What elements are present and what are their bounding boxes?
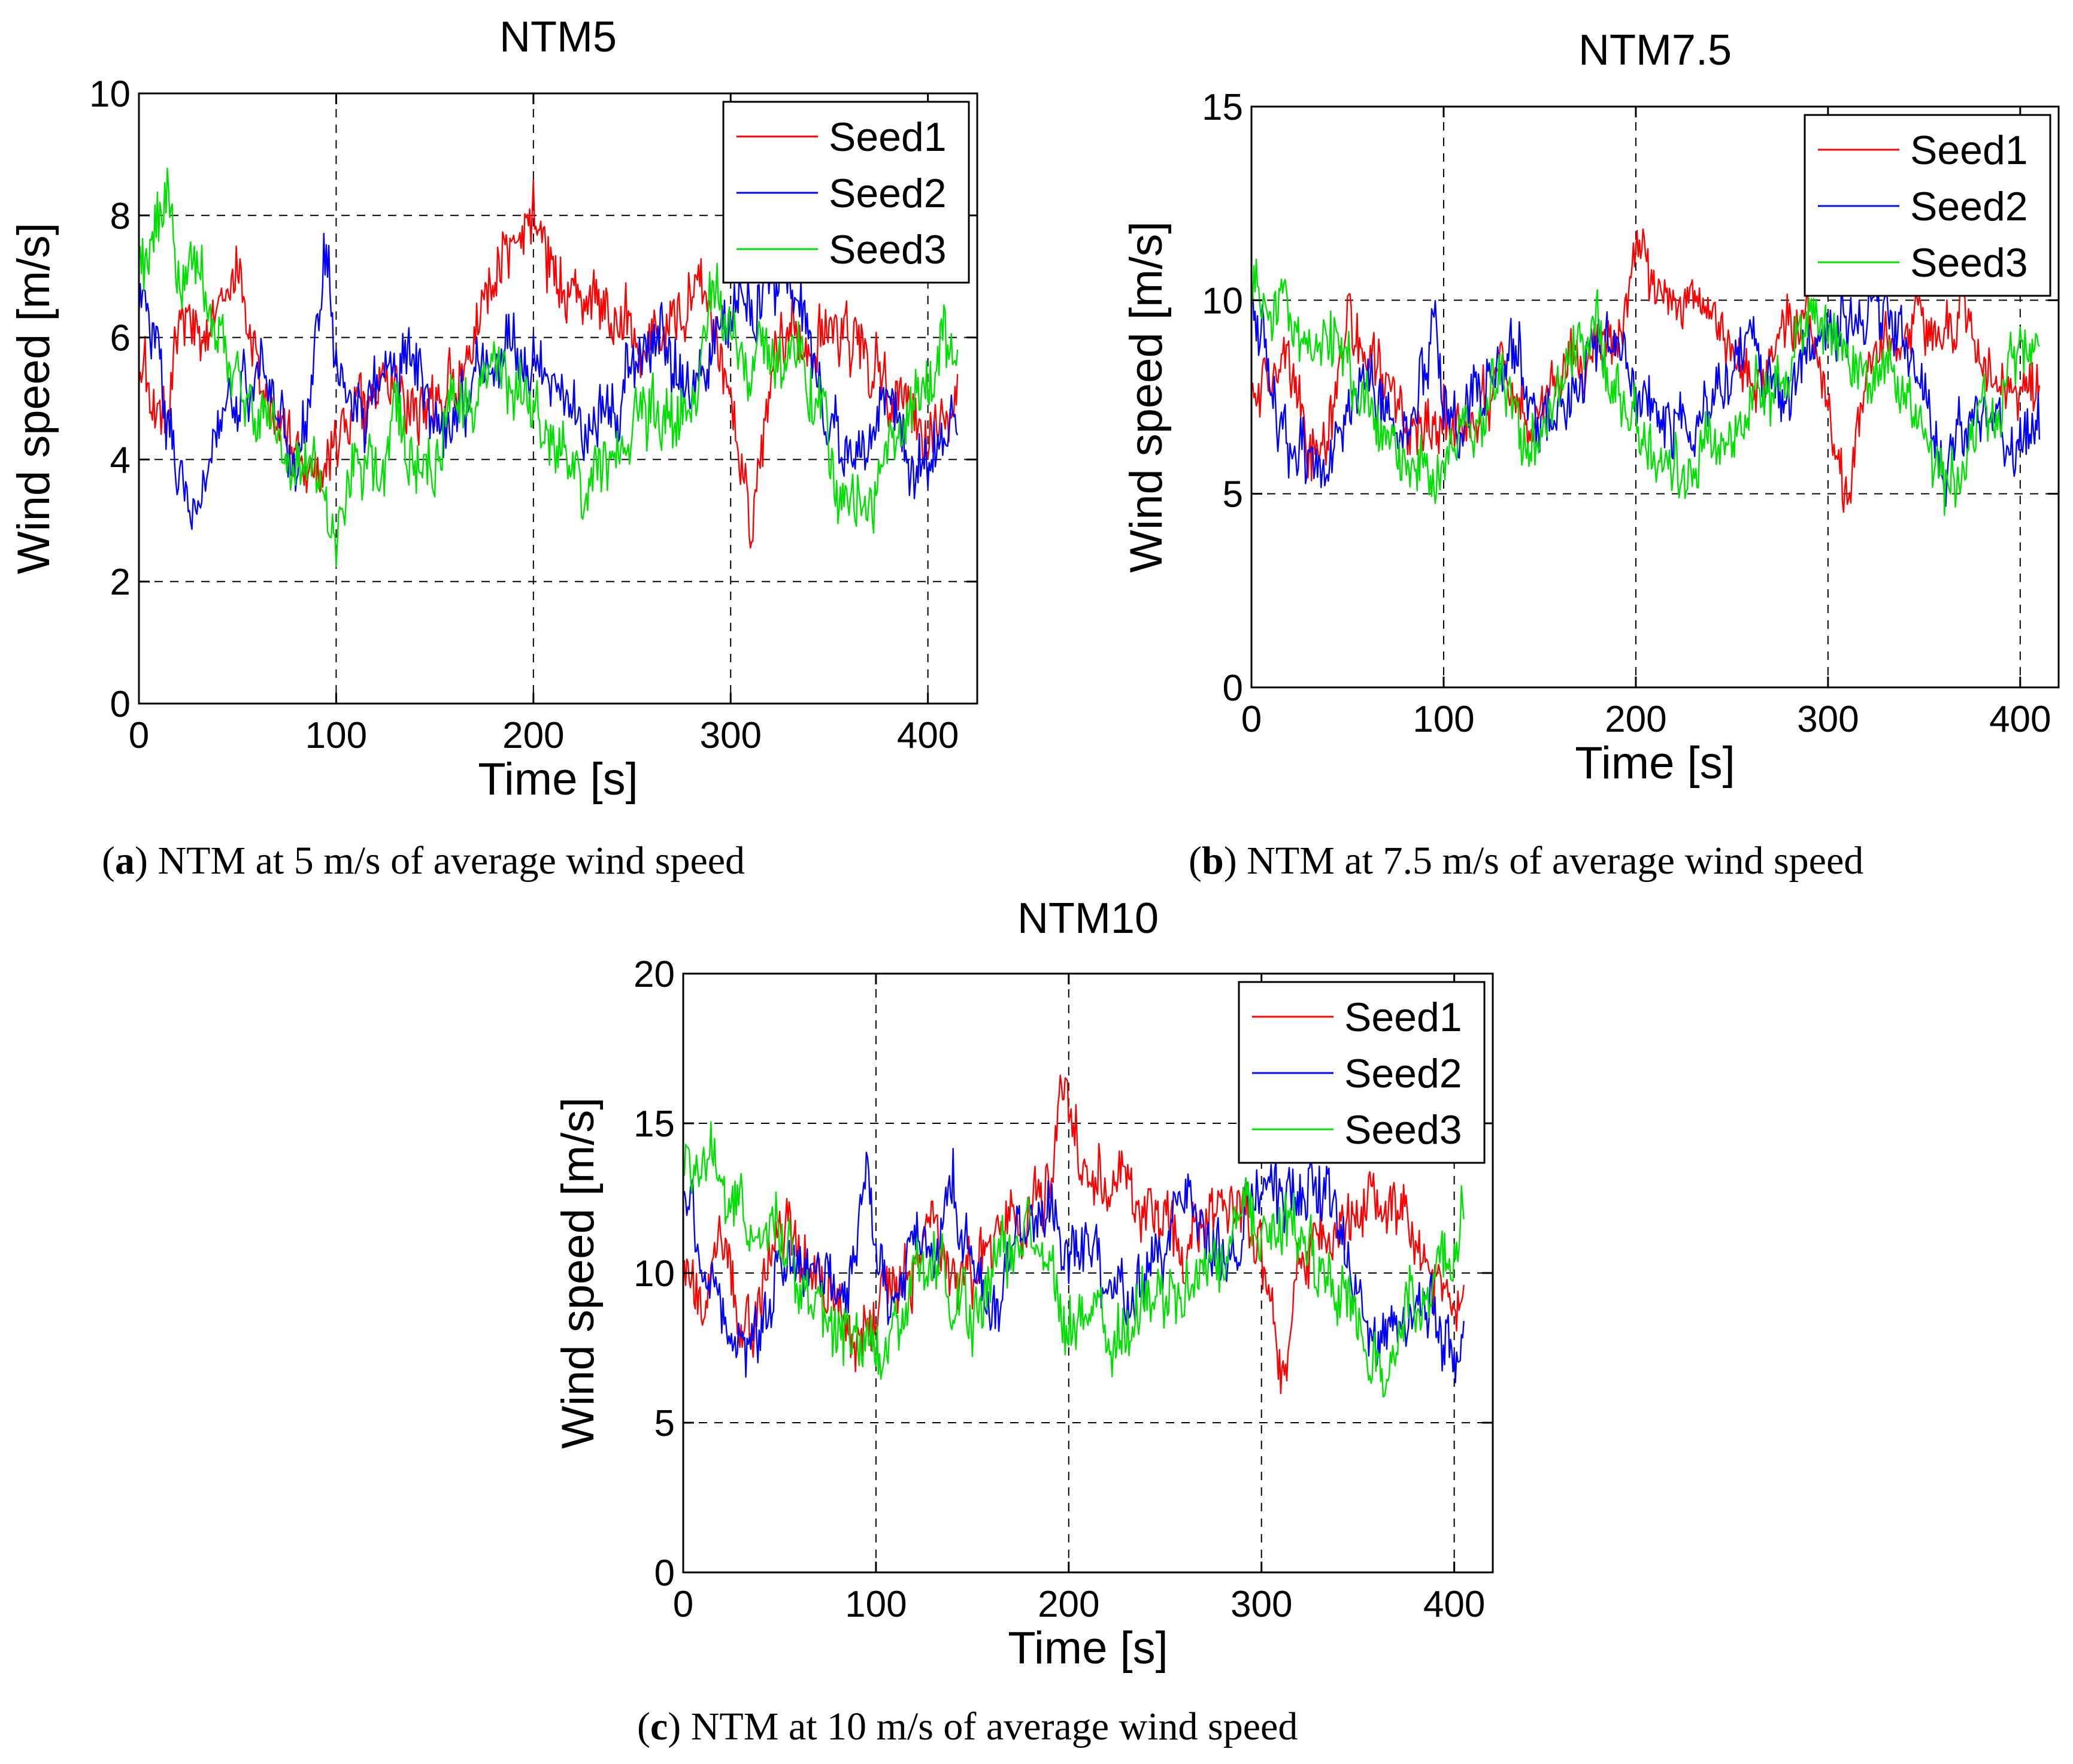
caption-b-letter: b: [1201, 839, 1224, 883]
caption-c-text: NTM at 10 m/s of average wind speed: [681, 1705, 1298, 1748]
caption-c-letter: c: [650, 1705, 668, 1748]
x-tick-label: 300: [1231, 1584, 1292, 1625]
y-axis-label: Wind speed [m/s]: [8, 223, 59, 574]
series-line-seed2: [138, 232, 959, 531]
x-tick-label: 100: [845, 1584, 907, 1625]
series-line-seed2: [1250, 278, 2041, 507]
caption-c: (c) NTM at 10 m/s of average wind speed: [637, 1705, 1298, 1748]
legend-label-seed3: Seed3: [1344, 1107, 1462, 1153]
y-tick-label: 10: [1202, 280, 1243, 322]
legend-label-seed2: Seed2: [1910, 184, 2028, 229]
caption-b: (b) NTM at 7.5 m/s of average wind speed: [1189, 839, 1864, 883]
y-tick-label: 15: [1202, 87, 1243, 128]
caption-a: (a) NTM at 5 m/s of average wind speed: [102, 839, 745, 883]
chart-a: 0 100 200 300 400 0 2 4 6 8 10 NTM5 Time [s] Wind spe…: [8, 13, 978, 805]
y-tick-label: 4: [110, 440, 131, 481]
axes-box: [1250, 105, 2060, 689]
y-tick-label: 5: [1223, 474, 1243, 516]
x-tick-label: 300: [1797, 699, 1859, 740]
caption-a-text: NTM at 5 m/s of average wind speed: [147, 839, 745, 883]
x-tick-label: 200: [502, 715, 564, 756]
x-tick-label: 100: [305, 715, 367, 756]
legend-label-seed1: Seed1: [1910, 128, 2028, 173]
x-tick-label: 0: [129, 715, 149, 756]
chart-title: NTM10: [1017, 895, 1159, 942]
x-tick-label: 400: [897, 715, 959, 756]
y-tick-label: 0: [1223, 668, 1243, 709]
x-tick-label: 400: [1989, 699, 2051, 740]
y-tick-label: 8: [110, 196, 131, 237]
y-tick-label: 6: [110, 318, 131, 359]
x-axis-label: Time [s]: [478, 754, 638, 805]
legend: Seed1 Seed2 Seed3: [1238, 981, 1486, 1164]
y-axis-label: Wind speed [m/s]: [1121, 221, 1172, 572]
y-tick-label: 0: [654, 1553, 675, 1594]
legend-label-seed1: Seed1: [829, 114, 947, 160]
caption-a-letter: a: [114, 839, 135, 883]
y-tick-label: 2: [110, 562, 131, 603]
x-tick-label: 300: [700, 715, 762, 756]
chart-title: NTM7.5: [1578, 26, 1732, 74]
y-tick-label: 20: [634, 954, 675, 995]
x-tick-label: 200: [1605, 699, 1666, 740]
legend: Seed1 Seed2 Seed3: [1804, 114, 2051, 297]
series-line-seed3: [138, 168, 959, 568]
x-axis-label: Time [s]: [1008, 1623, 1168, 1674]
legend-label-seed3: Seed3: [829, 227, 947, 272]
series-line-seed2: [683, 1148, 1465, 1384]
y-tick-label: 10: [89, 74, 131, 115]
caption-b-text: NTM at 7.5 m/s of average wind speed: [1236, 839, 1864, 883]
series-line-seed3: [682, 1121, 1465, 1398]
chart-b: 0 100 200 300 400 0 5 10 15 NTM7.5 Time [s] Wind sp…: [1121, 26, 2060, 789]
chart-title: NTM5: [499, 13, 617, 61]
series-line-seed3: [1250, 258, 2040, 516]
series-line-seed1: [682, 1074, 1465, 1395]
y-axis-label: Wind speed [m/s]: [553, 1097, 604, 1448]
y-tick-label: 10: [634, 1253, 675, 1295]
x-tick-label: 400: [1423, 1584, 1485, 1625]
y-tick-label: 5: [654, 1403, 675, 1444]
x-tick-label: 0: [673, 1584, 693, 1625]
x-axis-label: Time [s]: [1575, 738, 1735, 789]
series-line-seed1: [1250, 228, 2041, 513]
axes-box: [138, 92, 978, 705]
legend-label-seed1: Seed1: [1344, 995, 1462, 1040]
x-tick-label: 200: [1038, 1584, 1099, 1625]
y-tick-label: 0: [110, 684, 131, 725]
y-tick-label: 15: [634, 1104, 675, 1145]
legend: Seed1 Seed2 Seed3: [722, 101, 970, 284]
chart-c: 0 100 200 300 400 0 5 10 15 20 NTM10 Time [s] Wind s…: [553, 895, 1494, 1674]
legend-label-seed2: Seed2: [829, 171, 947, 216]
x-tick-label: 100: [1413, 699, 1474, 740]
legend-label-seed2: Seed2: [1344, 1051, 1462, 1096]
legend-label-seed3: Seed3: [1910, 240, 2028, 286]
x-tick-label: 0: [1241, 699, 1262, 740]
